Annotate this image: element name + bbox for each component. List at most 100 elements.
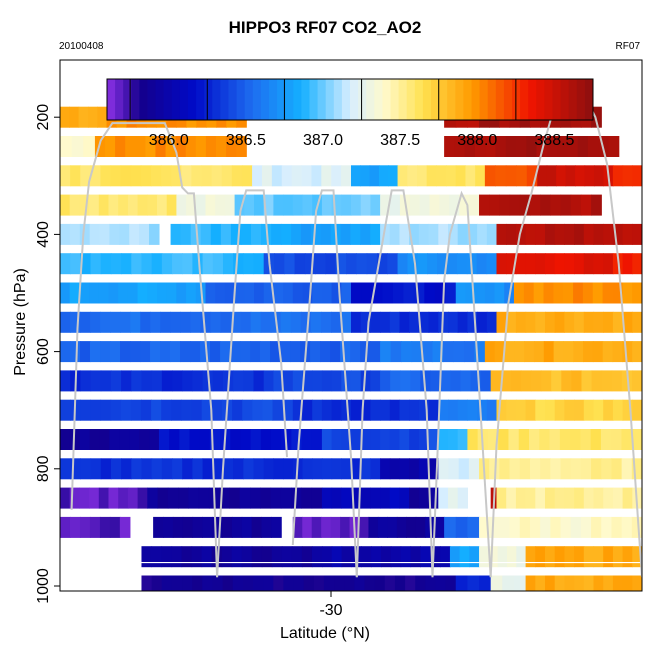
- heatmap-cell: [280, 487, 292, 509]
- heatmap-cell: [508, 429, 520, 450]
- heatmap-cell: [302, 516, 313, 538]
- heatmap-cell: [455, 165, 467, 187]
- heatmap-cell: [302, 282, 313, 304]
- heatmap-cell: [240, 223, 252, 245]
- heatmap-cell: [251, 516, 263, 538]
- heatmap-cell: [301, 487, 313, 509]
- heatmap-cell: [612, 575, 624, 591]
- heatmap-cell: [274, 253, 285, 275]
- heatmap-cell: [118, 487, 129, 509]
- heatmap-cell: [448, 223, 459, 245]
- heatmap-cell: [202, 516, 213, 538]
- heatmap-cell: [60, 282, 71, 304]
- heatmap-cell: [377, 516, 388, 538]
- heatmap-cell: [110, 165, 122, 187]
- heatmap-cell: [321, 399, 333, 421]
- heatmap-cell: [350, 223, 361, 245]
- heatmap-cell: [211, 399, 223, 421]
- heatmap-cell: [331, 282, 342, 304]
- heatmap-cell: [150, 311, 161, 333]
- heatmap-cell: [525, 399, 536, 421]
- heatmap-cell: [543, 341, 555, 363]
- heatmap-cell: [360, 311, 371, 333]
- heatmap-cell: [580, 194, 592, 216]
- heatmap-cell: [434, 516, 445, 538]
- heatmap-cell: [399, 487, 410, 509]
- heatmap-cell: [180, 311, 192, 333]
- heatmap-cell: [110, 253, 122, 275]
- heatmap-cell: [120, 165, 132, 187]
- heatmap-cell: [397, 253, 409, 275]
- heatmap-cell: [424, 282, 436, 304]
- heatmap-cell: [78, 106, 89, 128]
- heatmap-cell: [281, 223, 292, 245]
- heatmap-cell: [351, 311, 362, 333]
- heatmap-cell: [205, 194, 216, 216]
- heatmap-cell: [98, 194, 110, 216]
- heatmap-cell: [457, 311, 468, 333]
- heatmap-cell: [515, 223, 527, 245]
- heatmap-cell: [554, 311, 565, 333]
- heatmap-cell: [351, 399, 362, 421]
- heatmap-cell: [220, 311, 232, 333]
- heatmap-cell: [360, 458, 371, 480]
- heatmap-cell: [519, 516, 531, 538]
- colorbar-tick-label: 386.5: [226, 132, 266, 149]
- heatmap-cell: [151, 370, 163, 392]
- y-tick-label: 600: [35, 338, 52, 365]
- heatmap-cell: [230, 311, 242, 333]
- heatmap-cell: [438, 399, 449, 421]
- heatmap-cell: [445, 282, 457, 304]
- heatmap-cell: [99, 223, 111, 245]
- heatmap-cell: [601, 516, 613, 538]
- heatmap-cell: [185, 136, 197, 157]
- heatmap-cell: [556, 165, 567, 187]
- heatmap-cell: [448, 311, 459, 333]
- heatmap-cell: [593, 223, 604, 245]
- heatmap-cell: [108, 194, 119, 216]
- heatmap-cell: [359, 516, 370, 538]
- heatmap-cell: [574, 253, 585, 275]
- heatmap-cell: [417, 253, 428, 275]
- heatmap-cell: [370, 370, 381, 392]
- heatmap-cell: [180, 223, 192, 245]
- heatmap-cell: [157, 282, 168, 304]
- heatmap-cell: [554, 575, 565, 591]
- heatmap-cell: [250, 341, 261, 363]
- heatmap-cell: [384, 575, 396, 591]
- heatmap-cell: [455, 575, 468, 591]
- heatmap-cell: [141, 575, 153, 591]
- heatmap-cell: [570, 194, 582, 216]
- heatmap-cell: [150, 165, 162, 187]
- heatmap-cell: [229, 487, 241, 509]
- heatmap-cell: [110, 399, 122, 421]
- heatmap-cell: [458, 458, 470, 480]
- heatmap-cell: [250, 429, 262, 450]
- heatmap-cell: [394, 575, 406, 591]
- heatmap-cell: [182, 253, 193, 275]
- heatmap-cell: [484, 341, 496, 363]
- heatmap-cell: [182, 575, 193, 591]
- heatmap-cell: [221, 165, 233, 187]
- heatmap-cell: [270, 341, 281, 363]
- heatmap-cell: [141, 370, 153, 392]
- heatmap-cell: [526, 165, 538, 187]
- heatmap-cell: [426, 165, 437, 187]
- heatmap-cell: [380, 487, 391, 509]
- heatmap-cell: [411, 341, 423, 363]
- heatmap-cell: [387, 516, 398, 538]
- heatmap-cell: [574, 399, 585, 421]
- heatmap-cell: [505, 136, 517, 157]
- heatmap-cell: [312, 458, 323, 480]
- heatmap-cell: [89, 194, 100, 216]
- heatmap-cell: [351, 194, 362, 216]
- heatmap-cell: [457, 429, 468, 450]
- heatmap-cell: [80, 165, 91, 187]
- heatmap-cell: [109, 429, 120, 450]
- heatmap-cell: [551, 370, 562, 392]
- heatmap-cell: [564, 311, 575, 333]
- heatmap-cell: [273, 458, 284, 480]
- x-axis-label: Latitude (°N): [280, 625, 370, 642]
- heatmap-cell: [60, 136, 73, 157]
- heatmap-cell: [302, 370, 313, 392]
